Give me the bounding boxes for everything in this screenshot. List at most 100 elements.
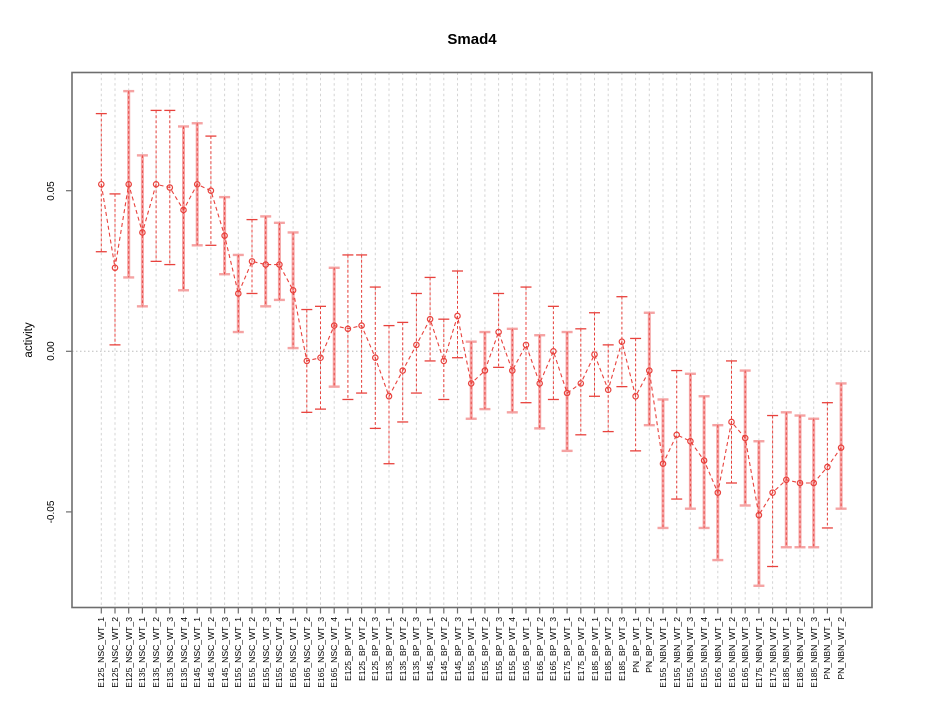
- data-point: [563, 389, 571, 397]
- data-point: [289, 286, 297, 294]
- x-tick-label: E185_NBN_WT_1: [781, 616, 792, 688]
- x-tick-label: E155_NSC_WT_1: [233, 616, 244, 688]
- x-tick-label: E175_NBN_WT_1: [753, 616, 764, 688]
- y-tick-label: -0.05: [46, 500, 57, 524]
- y-tick-label: 0.00: [46, 341, 57, 362]
- chart-title: Smad4: [447, 31, 497, 48]
- data-point: [371, 354, 379, 362]
- x-tick-label: E155_BP_WT_1: [466, 616, 477, 681]
- x-tick-label: E125_BP_WT_2: [356, 616, 367, 681]
- data-point: [481, 367, 489, 374]
- x-tick-label: E155_NSC_WT_4: [274, 616, 285, 688]
- x-tick-label: E125_NSC_WT_2: [110, 616, 120, 688]
- x-tick-label: E175_BP_WT_2: [575, 616, 586, 681]
- data-point: [207, 187, 215, 195]
- x-tick-label: E145_BP_WT_2: [438, 616, 449, 681]
- data-point: [782, 476, 790, 484]
- data-point: [221, 232, 228, 239]
- x-tick-label: E175_NBN_WT_2: [767, 616, 778, 688]
- x-tick-label: PN_BP_WT_1: [630, 616, 641, 673]
- data-point: [385, 392, 393, 400]
- x-tick-label: E155_NBN_WT_3: [685, 616, 696, 688]
- data-point: [522, 341, 530, 349]
- data-point: [262, 261, 270, 268]
- data-point: [796, 479, 804, 487]
- data-point: [645, 367, 653, 374]
- data-point: [618, 338, 626, 345]
- x-tick-label: E155_BP_WT_3: [493, 616, 504, 681]
- x-tick-label: E135_BP_WT_2: [397, 616, 408, 681]
- x-tick-label: E125_NSC_WT_1: [96, 616, 107, 688]
- data-point: [180, 206, 187, 214]
- data-point: [125, 180, 133, 188]
- data-point: [193, 180, 201, 188]
- x-tick-label: E145_BP_WT_3: [452, 616, 463, 681]
- data-point: [426, 315, 434, 323]
- x-tick-label: E155_NBN_WT_1: [658, 616, 668, 688]
- x-tick-label: PN_NBN_WT_2: [836, 616, 847, 680]
- data-point: [399, 367, 407, 374]
- data-point: [741, 434, 749, 442]
- data-point: [673, 431, 681, 439]
- x-tick-label: E165_NBN_WT_3: [740, 616, 751, 688]
- data-point: [550, 347, 557, 355]
- x-tick-label: E185_BP_WT_2: [603, 616, 614, 681]
- x-tick-label: PN_NBN_WT_1: [822, 616, 833, 680]
- x-tick-label: E185_BP_WT_1: [589, 616, 600, 681]
- x-tick-label: E185_BP_WT_3: [616, 616, 627, 681]
- data-point: [330, 322, 338, 329]
- x-tick-label: E155_BP_WT_2: [479, 616, 490, 681]
- x-tick-label: E155_NSC_WT_2: [247, 616, 257, 688]
- data-point: [536, 380, 544, 387]
- x-tick-label: E165_BP_WT_1: [521, 616, 531, 681]
- x-tick-label: E155_BP_WT_4: [507, 616, 518, 681]
- data-point: [591, 351, 598, 358]
- x-tick-label: E135_NSC_WT_3: [164, 616, 175, 688]
- x-tick-label: E185_NBN_WT_2: [795, 616, 805, 688]
- data-point: [700, 457, 708, 464]
- data-point: [413, 341, 420, 349]
- data-point: [687, 437, 694, 445]
- data-point: [632, 392, 639, 400]
- y-tick-label: 0.05: [46, 180, 57, 201]
- data-point: [604, 386, 612, 394]
- data-point: [98, 180, 105, 188]
- x-tick-label: E165_NSC_WT_2: [301, 616, 312, 688]
- data-point: [248, 258, 256, 265]
- plot-frame: [71, 71, 873, 609]
- data-point: [152, 180, 160, 188]
- data-point: [344, 325, 352, 333]
- data-point: [111, 264, 119, 272]
- x-tick-label: E145_NSC_WT_1: [192, 616, 203, 688]
- x-tick-label: E155_NBN_WT_4: [699, 616, 710, 688]
- x-tick-label: E165_BP_WT_3: [548, 616, 559, 681]
- data-point: [728, 418, 735, 426]
- x-tick-label: E175_BP_WT_1: [562, 616, 573, 681]
- x-tick-label: E165_NBN_WT_1: [712, 616, 723, 688]
- data-point: [495, 328, 502, 336]
- data-point: [235, 290, 242, 297]
- x-tick-label: E155_NBN_WT_2: [671, 616, 682, 688]
- data-point: [577, 380, 585, 387]
- x-tick-label: E135_NSC_WT_4: [178, 616, 189, 688]
- data-point: [769, 489, 776, 496]
- data-point: [755, 511, 763, 519]
- x-tick-label: E125_BP_WT_1: [342, 616, 353, 681]
- data-point: [276, 261, 283, 268]
- x-tick-label: E165_BP_WT_2: [534, 616, 545, 681]
- x-tick-label: E135_NSC_WT_2: [151, 616, 162, 688]
- x-tick-label: E145_NSC_WT_3: [219, 616, 230, 688]
- data-point: [824, 463, 831, 471]
- data-point: [358, 322, 365, 329]
- x-tick-label: E125_BP_WT_3: [370, 616, 381, 681]
- data-point: [440, 357, 448, 365]
- x-tick-label: E165_NSC_WT_4: [329, 616, 340, 688]
- x-tick-label: E165_NBN_WT_2: [726, 616, 737, 688]
- series-line: [100, 183, 842, 517]
- data-point: [303, 357, 311, 365]
- data-point: [508, 367, 516, 374]
- data-point: [454, 312, 461, 320]
- x-tick-label: E145_BP_WT_1: [425, 616, 436, 681]
